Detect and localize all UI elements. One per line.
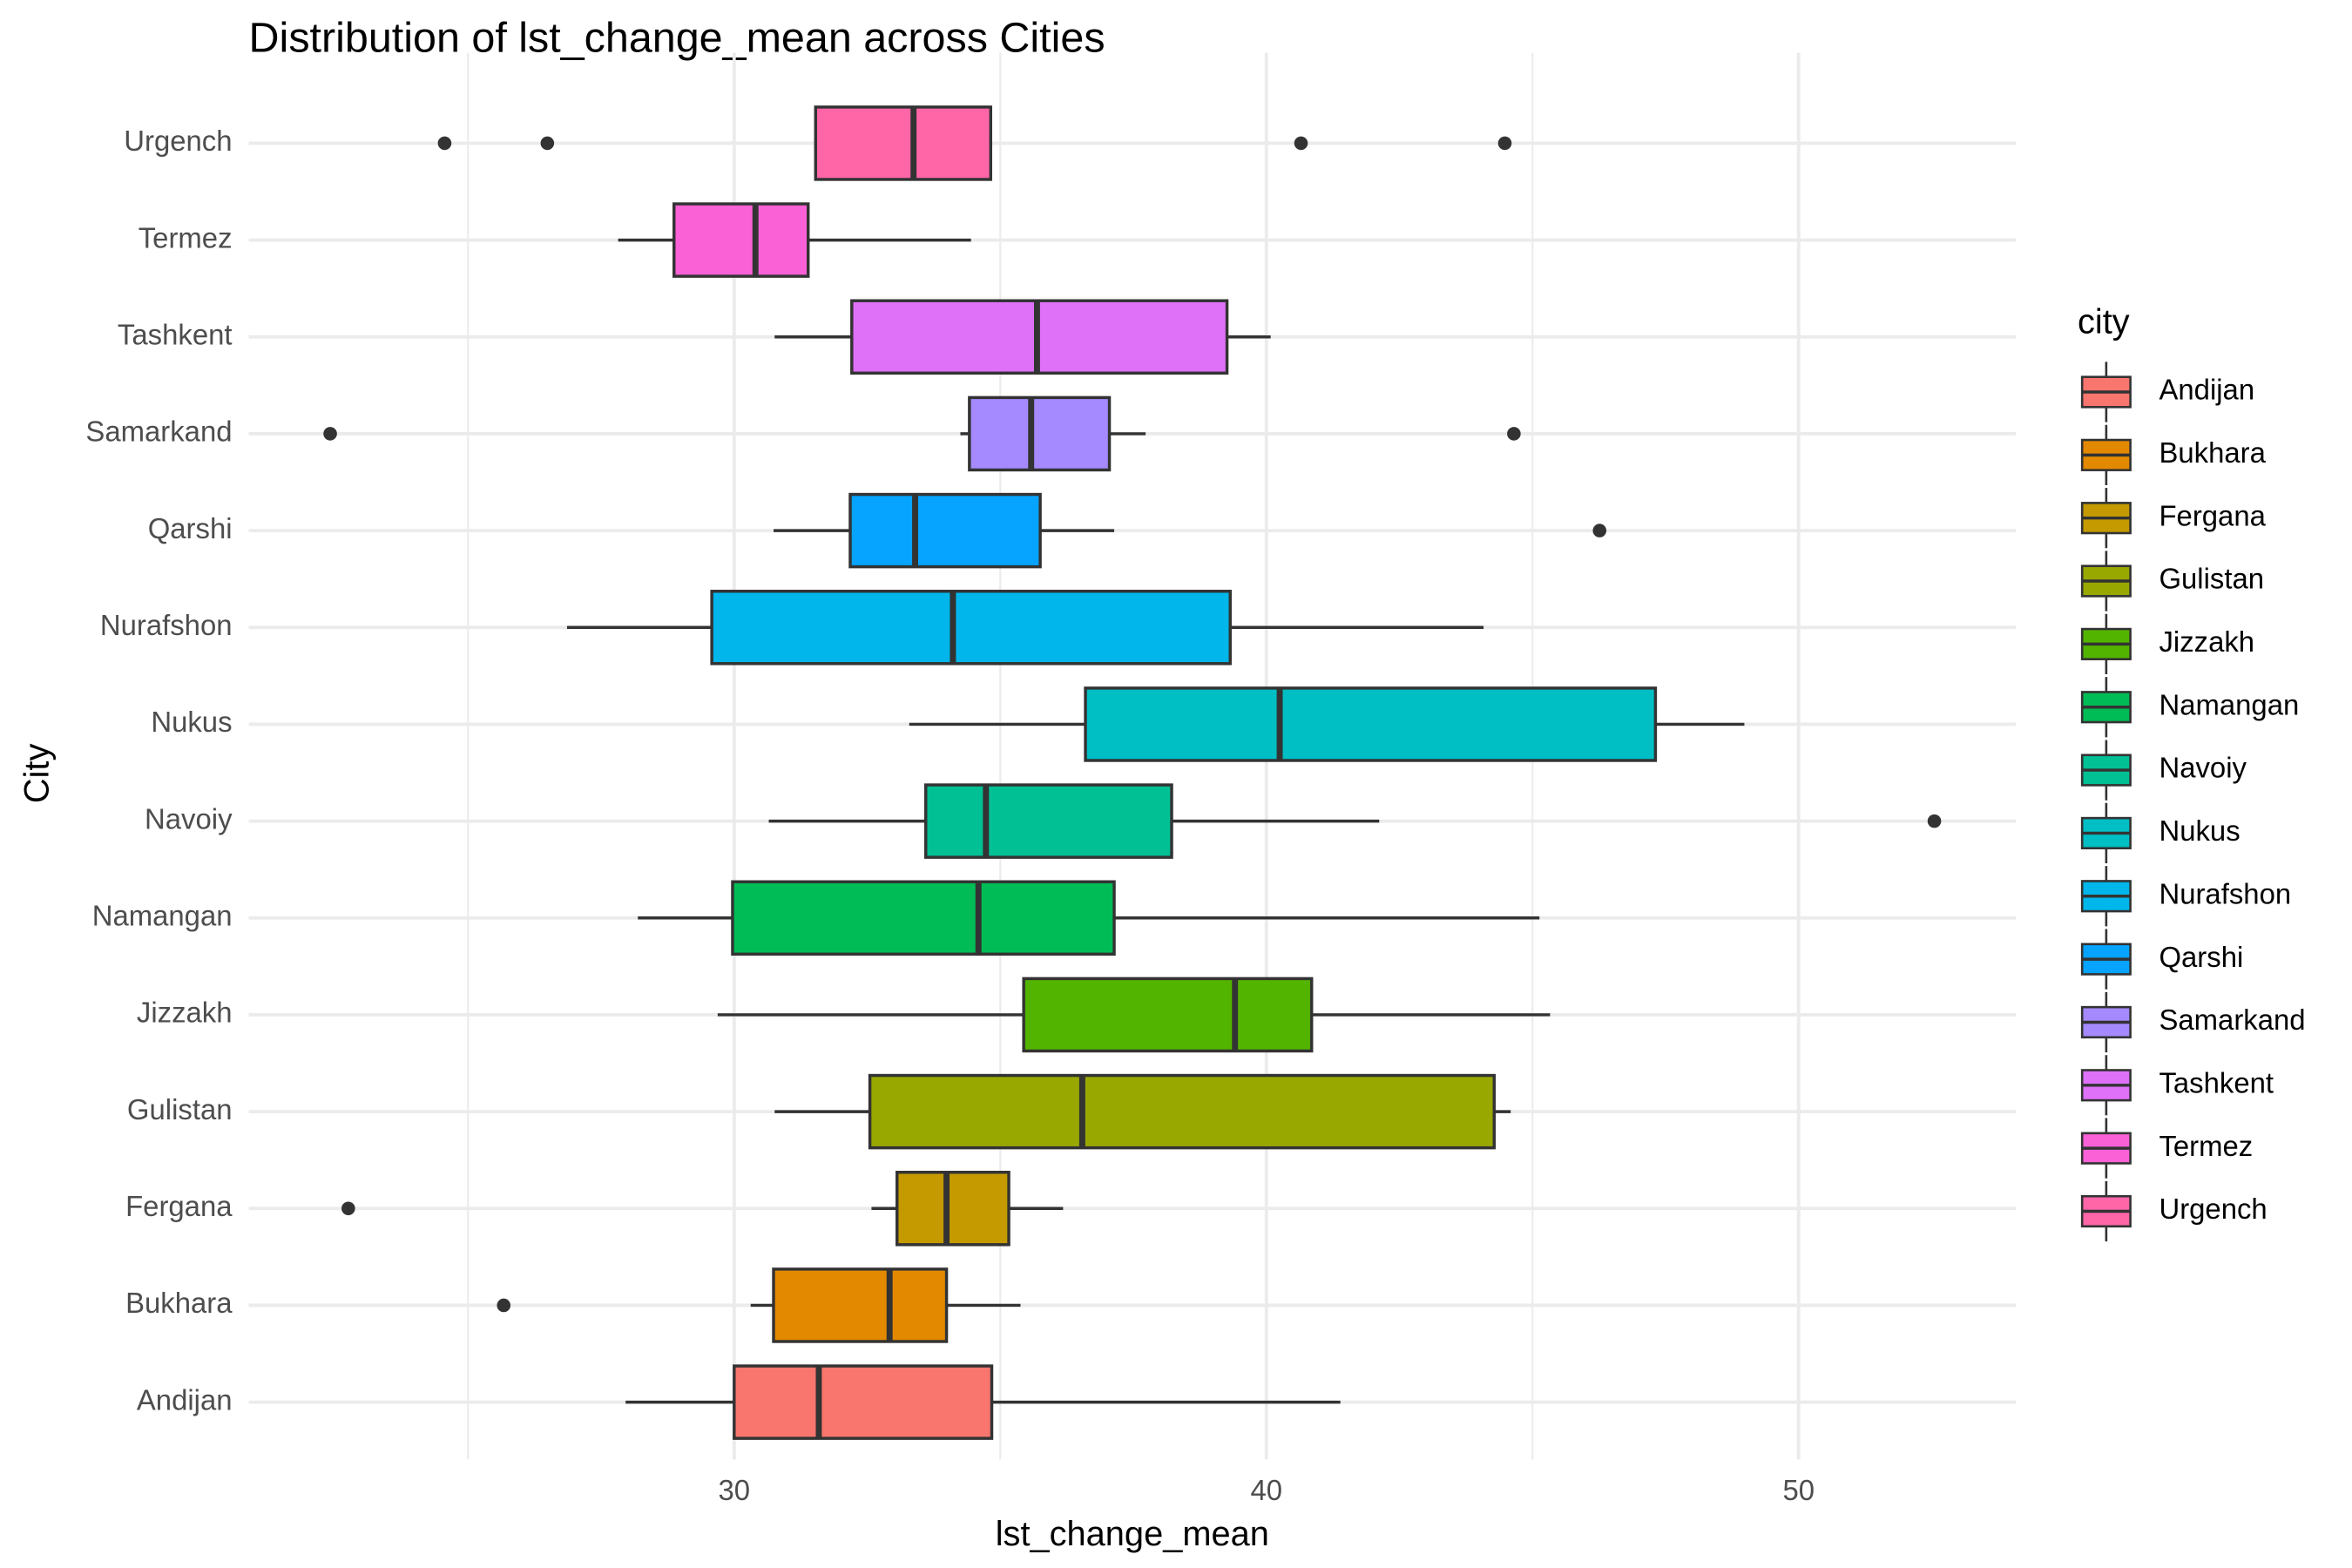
outlier bbox=[540, 136, 555, 151]
y-tick-label: Qarshi bbox=[148, 512, 233, 544]
y-tick-label: Urgench bbox=[124, 125, 232, 157]
y-tick-label: Jizzakh bbox=[137, 997, 233, 1029]
legend-label: Jizzakh bbox=[2159, 625, 2254, 658]
box bbox=[1022, 977, 1314, 1053]
box bbox=[868, 1073, 1497, 1150]
y-tick-label: Samarkand bbox=[85, 416, 232, 448]
y-tick-label: Nurafshon bbox=[100, 609, 233, 641]
outlier bbox=[1927, 814, 1942, 828]
y-tick-label: Andijan bbox=[137, 1383, 233, 1416]
chart-title: Distribution of lst_change_mean across C… bbox=[249, 15, 1105, 62]
outlier bbox=[323, 427, 337, 441]
box bbox=[968, 395, 1112, 472]
box bbox=[896, 1171, 1010, 1247]
y-tick-label: Namangan bbox=[92, 899, 233, 931]
box bbox=[1084, 686, 1658, 762]
legend-label: Andijan bbox=[2159, 374, 2254, 406]
y-tick-label: Navoiy bbox=[145, 802, 233, 835]
x-axis-title: lst_change_mean bbox=[996, 1515, 1269, 1553]
legend-label: Urgench bbox=[2159, 1193, 2267, 1225]
y-tick-label: Termez bbox=[139, 221, 233, 253]
box bbox=[731, 880, 1116, 956]
outlier bbox=[497, 1298, 511, 1313]
y-tick-label: Fergana bbox=[125, 1190, 233, 1222]
box bbox=[814, 105, 993, 181]
legend-label: Nukus bbox=[2159, 814, 2240, 847]
x-tick-label: 50 bbox=[1782, 1474, 1815, 1506]
box bbox=[848, 492, 1042, 569]
legend-label: Gulistan bbox=[2159, 563, 2264, 595]
y-tick-label: Nukus bbox=[151, 706, 232, 738]
outlier bbox=[1507, 427, 1521, 441]
legend-label: Fergana bbox=[2159, 499, 2266, 531]
box bbox=[710, 589, 1232, 666]
legend-label: Qarshi bbox=[2159, 941, 2243, 973]
y-tick-label: Gulistan bbox=[127, 1093, 233, 1125]
outlier bbox=[1294, 136, 1308, 151]
legend-label: Tashkent bbox=[2159, 1066, 2274, 1098]
legend-label: Samarkand bbox=[2159, 1004, 2305, 1036]
x-tick-label: 30 bbox=[719, 1474, 751, 1506]
outlier bbox=[1497, 136, 1512, 151]
y-tick-label: Bukhara bbox=[125, 1287, 233, 1319]
legend-label: Namangan bbox=[2159, 688, 2299, 720]
y-axis-title: City bbox=[18, 744, 57, 804]
outlier bbox=[341, 1201, 355, 1216]
outlier bbox=[1592, 524, 1607, 537]
legend-label: Bukhara bbox=[2159, 436, 2266, 469]
legend-label: Navoiy bbox=[2159, 752, 2247, 784]
box bbox=[924, 783, 1173, 859]
box bbox=[672, 202, 810, 278]
legend-label: Nurafshon bbox=[2159, 877, 2291, 909]
legend-label: Termez bbox=[2159, 1130, 2253, 1162]
box bbox=[733, 1364, 994, 1440]
x-tick-label: 40 bbox=[1250, 1474, 1282, 1506]
legend-title: city bbox=[2078, 303, 2130, 341]
y-tick-label: Tashkent bbox=[118, 318, 233, 350]
box bbox=[772, 1267, 949, 1343]
outlier bbox=[437, 136, 452, 151]
